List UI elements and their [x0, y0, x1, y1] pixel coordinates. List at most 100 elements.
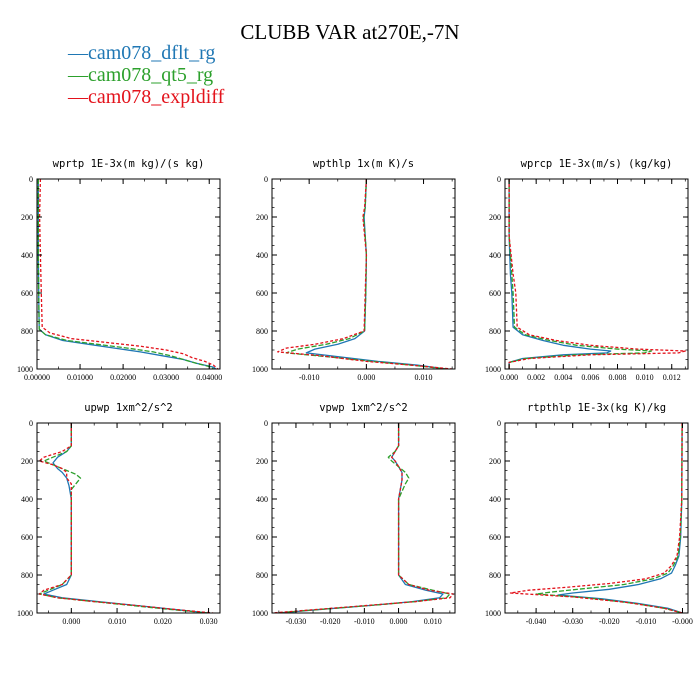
series-line-2 [38, 423, 209, 613]
y-tick-label: 0 [264, 419, 268, 428]
x-tick-label: -0.000 [672, 617, 693, 626]
panel-0: wprtp 1E-3x(m kg)/(s kg) 0 200 400 600 800 100… [17, 158, 222, 382]
series-line-3 [508, 179, 686, 369]
y-tick-label: 1000 [17, 609, 33, 618]
series-line-1 [557, 423, 683, 613]
x-tick-label: 0.000 [390, 617, 408, 626]
x-tick-label: -0.010 [636, 617, 657, 626]
y-tick-label: 800 [21, 571, 33, 580]
y-tick-label: 200 [21, 457, 33, 466]
panel-title: wprcp 1E-3x(m/s) (kg/kg) [521, 158, 673, 170]
x-tick-label: 0.010 [424, 617, 442, 626]
series-line-2 [275, 423, 451, 613]
x-tick-label: 0.008 [609, 373, 627, 382]
series-group [508, 179, 686, 369]
y-tick-label: 200 [21, 213, 33, 222]
y-tick-label: 200 [489, 213, 501, 222]
y-tick-label: 1000 [485, 365, 501, 374]
plot-frame [504, 422, 689, 614]
legend-label: cam078_dflt_rg [88, 42, 216, 64]
panel-1: wpthlp 1x(m K)/s 0 200 400 600 800 1000 -0.010 0… [252, 158, 456, 382]
y-tick-label: 400 [489, 495, 501, 504]
x-tick-label: 0.004 [554, 373, 572, 382]
series-line-2 [535, 423, 683, 613]
series-group [509, 423, 683, 613]
x-tick-label: 0.00000 [24, 373, 50, 382]
plot-frame [271, 422, 456, 614]
series-line-2 [508, 179, 653, 369]
y-tick-label: 1000 [17, 365, 33, 374]
panel-5: rtpthlp 1E-3x(kg K)/kg 0 200 400 600 800 1000 -… [485, 402, 693, 626]
y-tick-label: 600 [256, 289, 268, 298]
x-tick-label: -0.010 [299, 373, 320, 382]
y-tick-label: 600 [21, 289, 33, 298]
series-line-1 [305, 179, 447, 369]
plot-frame [504, 178, 689, 370]
x-tick-label: 0.01000 [67, 373, 93, 382]
series-group [277, 179, 453, 369]
x-tick-label: 0.03000 [153, 373, 179, 382]
figure-title: CLUBB VAR at270E,-7N [240, 20, 460, 44]
y-tick-label: 800 [489, 327, 501, 336]
legend-item-dflt: —cam078_dflt_rg [68, 42, 215, 65]
x-tick-label: 0.010 [108, 617, 126, 626]
y-tick-label: 400 [21, 495, 33, 504]
panel-title: vpwp 1xm^2/s^2 [319, 402, 408, 414]
plot-frame [36, 422, 221, 614]
legend-label: cam078_qt5_rg [88, 64, 214, 86]
panel-2: wprcp 1E-3x(m/s) (kg/kg) 0 200 400 600 800 100… [485, 158, 689, 382]
y-tick-label: 0 [497, 419, 501, 428]
y-tick-label: 200 [256, 457, 268, 466]
x-tick-label: 0.020 [154, 617, 172, 626]
legend-label: cam078_expldiff [88, 86, 225, 108]
y-tick-label: 1000 [252, 609, 268, 618]
panel-3: upwp 1xm^2/s^2 0 200 400 600 800 1000 0.000 0.01… [17, 402, 221, 626]
panel-title: wpthlp 1x(m K)/s [313, 158, 414, 170]
panel-title: wprtp 1E-3x(m kg)/(s kg) [53, 158, 205, 170]
y-tick-label: 0 [29, 419, 33, 428]
y-tick-label: 600 [489, 289, 501, 298]
y-tick-label: 800 [256, 571, 268, 580]
y-tick-label: 200 [489, 457, 501, 466]
plot-frame [271, 178, 456, 370]
y-tick-label: 0 [29, 175, 33, 184]
series-group [37, 179, 219, 369]
y-tick-label: 400 [21, 251, 33, 260]
legend-marker: — [68, 64, 88, 86]
series-line-1 [508, 179, 612, 369]
x-tick-label: 0.012 [663, 373, 681, 382]
panel-title: rtpthlp 1E-3x(kg K)/kg [527, 402, 666, 414]
y-tick-label: 800 [489, 571, 501, 580]
x-tick-label: -0.030 [562, 617, 583, 626]
x-tick-label: 0.002 [527, 373, 545, 382]
y-tick-label: 800 [21, 327, 33, 336]
x-tick-label: 0.010 [636, 373, 654, 382]
x-tick-label: -0.030 [286, 617, 307, 626]
x-tick-label: 0.02000 [110, 373, 136, 382]
y-tick-label: 0 [264, 175, 268, 184]
x-tick-label: 0.04000 [196, 373, 222, 382]
x-tick-label: -0.010 [354, 617, 375, 626]
y-tick-label: 600 [489, 533, 501, 542]
y-tick-label: 200 [256, 213, 268, 222]
series-group [272, 423, 454, 613]
x-tick-label: 0.000 [62, 617, 80, 626]
x-tick-label: 0.000 [500, 373, 518, 382]
y-tick-label: 1000 [485, 609, 501, 618]
x-tick-label: 0.000 [357, 373, 375, 382]
x-tick-label: -0.020 [599, 617, 620, 626]
legend-item-qt5: —cam078_qt5_rg [68, 64, 213, 87]
legend-marker: — [68, 86, 88, 108]
series-line-2 [37, 179, 214, 369]
y-tick-label: 1000 [252, 365, 268, 374]
series-line-3 [38, 423, 214, 613]
panel-title: upwp 1xm^2/s^2 [84, 402, 173, 414]
x-tick-label: -0.020 [320, 617, 341, 626]
legend-marker: — [68, 42, 88, 64]
y-tick-label: 0 [497, 175, 501, 184]
series-group [38, 423, 214, 613]
y-tick-label: 400 [256, 251, 268, 260]
y-tick-label: 400 [489, 251, 501, 260]
series-line-1 [278, 423, 444, 613]
